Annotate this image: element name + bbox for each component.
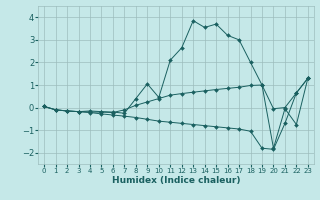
X-axis label: Humidex (Indice chaleur): Humidex (Indice chaleur): [112, 176, 240, 185]
